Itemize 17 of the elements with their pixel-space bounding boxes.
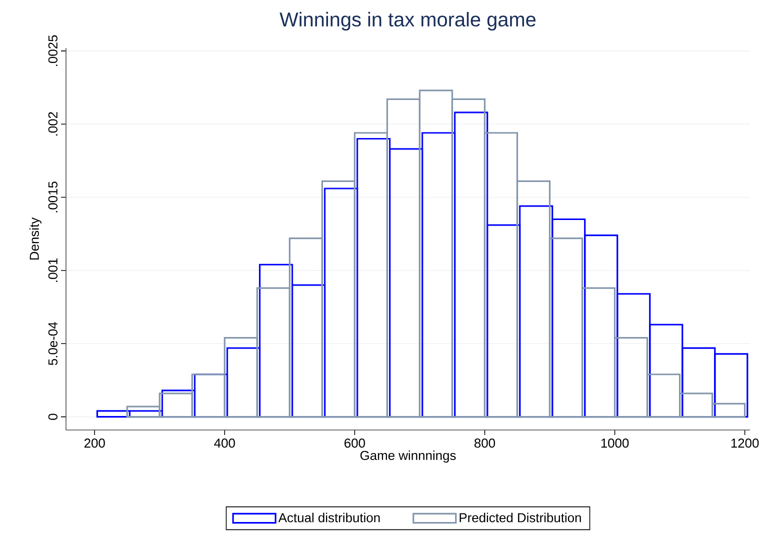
y-tick-label: 5.0e-04	[48, 322, 58, 366]
y-tick-label: .0025	[48, 35, 58, 66]
x-axis-title: Game winnnings	[360, 450, 456, 463]
x-tick-label: 1000	[601, 438, 629, 448]
chart-title: Winnings in tax morale game	[280, 12, 536, 31]
legend-label: Actual distribution	[278, 512, 380, 522]
y-tick-label: .002	[48, 112, 58, 136]
y-axis-title: Density	[29, 217, 42, 260]
x-tick-label: 400	[214, 438, 235, 448]
y-tick-label: .0015	[48, 182, 58, 212]
x-tick-label: 1200	[731, 438, 759, 448]
x-tick-label: 800	[474, 438, 496, 448]
y-tick-label: .001	[48, 258, 58, 282]
legend-label: Predicted Distribution	[460, 512, 581, 522]
x-tick-label: 200	[84, 438, 105, 448]
y-tick-label: 0	[48, 414, 58, 420]
x-tick-label: 600	[344, 438, 365, 448]
